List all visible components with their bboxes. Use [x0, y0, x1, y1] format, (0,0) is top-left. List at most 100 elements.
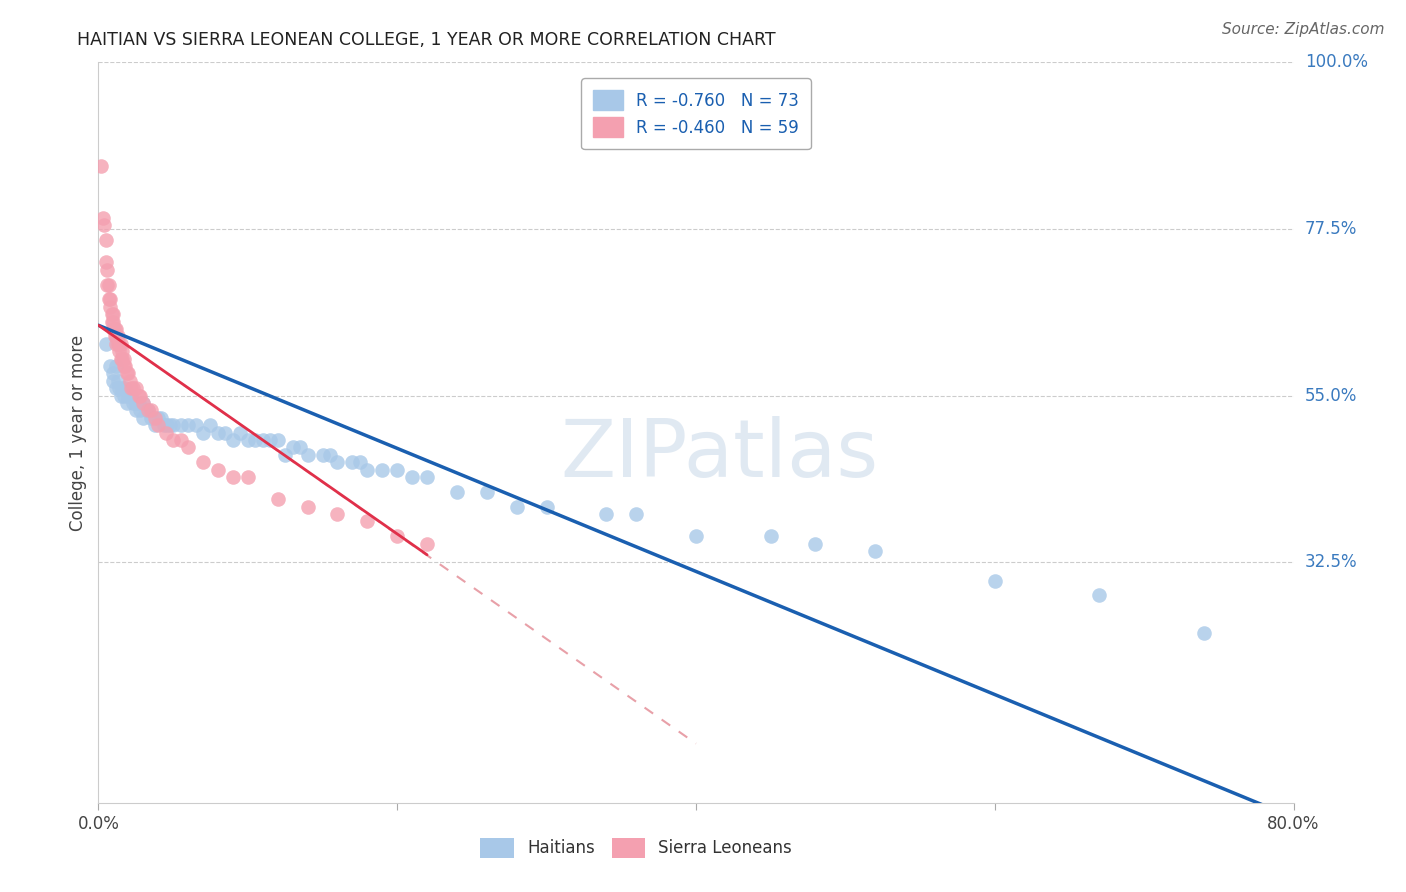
Point [111, 344, 134, 359]
Point [94, 233, 117, 247]
Legend: Haitians, Sierra Leoneans: Haitians, Sierra Leoneans [474, 831, 799, 865]
Point [129, 388, 152, 402]
Point [111, 351, 134, 366]
Point [162, 433, 184, 447]
Point [288, 441, 311, 455]
Point [446, 484, 468, 499]
Text: ZIPatlas: ZIPatlas [561, 416, 879, 494]
Point [475, 484, 498, 499]
Point [759, 529, 782, 543]
Point [91, 211, 114, 225]
Point [267, 433, 290, 447]
Point [94, 336, 117, 351]
Point [136, 403, 159, 417]
Point [96, 277, 118, 292]
Point [108, 381, 131, 395]
Point [94, 255, 117, 269]
Point [155, 425, 177, 440]
Point [105, 322, 128, 336]
Point [222, 433, 245, 447]
Point [98, 359, 122, 373]
Point [112, 351, 135, 366]
Point [98, 300, 122, 314]
Point [319, 448, 342, 462]
Point [139, 410, 162, 425]
Point [626, 507, 648, 521]
Point [252, 433, 274, 447]
Text: 55.0%: 55.0% [1305, 386, 1357, 405]
Point [685, 529, 707, 543]
Point [984, 574, 1007, 588]
Point [326, 507, 349, 521]
Point [103, 322, 125, 336]
Point [107, 329, 129, 343]
Point [148, 410, 170, 425]
Point [114, 359, 136, 373]
Point [506, 500, 529, 514]
Point [259, 433, 281, 447]
Point [177, 418, 200, 433]
Point [214, 425, 236, 440]
Point [103, 307, 125, 321]
Point [200, 418, 222, 433]
Point [536, 500, 558, 514]
Point [207, 462, 229, 476]
Point [121, 381, 143, 395]
Point [595, 507, 617, 521]
Point [236, 470, 259, 484]
Point [401, 470, 423, 484]
Point [103, 314, 125, 328]
Point [101, 307, 124, 321]
Point [117, 367, 139, 381]
Point [97, 277, 120, 292]
Point [222, 470, 245, 484]
Point [385, 462, 409, 476]
Point [169, 433, 191, 447]
Point [129, 403, 152, 417]
Point [274, 448, 297, 462]
Point [1192, 625, 1215, 640]
Point [297, 448, 319, 462]
Point [125, 396, 148, 410]
Point [128, 388, 150, 402]
Point [349, 455, 371, 469]
Point [115, 367, 138, 381]
Point [865, 544, 887, 558]
Point [229, 425, 252, 440]
Point [356, 462, 378, 476]
Point [105, 336, 128, 351]
Point [139, 403, 162, 417]
Point [184, 418, 207, 433]
Point [159, 418, 181, 433]
Point [117, 388, 139, 402]
Point [135, 403, 157, 417]
Point [98, 293, 122, 307]
Point [356, 515, 378, 529]
Point [90, 159, 112, 173]
Point [120, 388, 142, 402]
Point [132, 410, 155, 425]
Point [110, 388, 132, 402]
Point [143, 410, 166, 425]
Point [118, 374, 141, 388]
Point [105, 329, 128, 343]
Point [132, 396, 155, 410]
Point [416, 470, 439, 484]
Point [177, 441, 200, 455]
Point [132, 396, 155, 410]
Point [156, 418, 179, 433]
Point [1088, 589, 1111, 603]
Point [143, 418, 166, 433]
Point [169, 418, 191, 433]
Point [104, 329, 127, 343]
Y-axis label: College, 1 year or more: College, 1 year or more [69, 334, 87, 531]
Point [110, 336, 132, 351]
Point [150, 410, 173, 425]
Point [103, 374, 125, 388]
Point [207, 425, 229, 440]
Point [108, 336, 131, 351]
Text: Source: ZipAtlas.com: Source: ZipAtlas.com [1222, 22, 1385, 37]
Text: 100.0%: 100.0% [1305, 54, 1368, 71]
Point [101, 314, 124, 328]
Point [105, 381, 128, 395]
